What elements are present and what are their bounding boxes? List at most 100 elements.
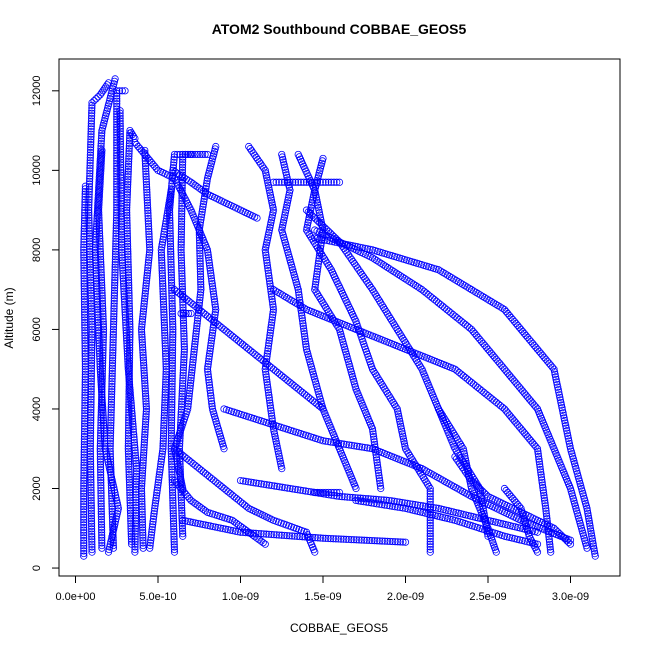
data-point (131, 532, 139, 541)
data-point (131, 446, 139, 454)
data-point (93, 212, 101, 220)
data-point (158, 259, 166, 267)
data-point (496, 402, 504, 410)
data-point (113, 149, 121, 157)
data-point (210, 290, 218, 298)
data-point (302, 487, 310, 495)
data-point (490, 353, 499, 361)
data-point (179, 364, 188, 372)
data-point (204, 360, 212, 368)
data-point (167, 419, 176, 427)
data-point (120, 298, 129, 306)
data-point (226, 526, 235, 534)
data-point (119, 264, 127, 272)
data-point (169, 328, 177, 336)
data-point (97, 466, 105, 474)
data-point (95, 331, 103, 340)
data-point (426, 519, 434, 527)
data-point (107, 408, 115, 417)
data-point (311, 548, 319, 556)
data-point (122, 331, 131, 340)
data-point (542, 509, 550, 518)
data-point (104, 458, 112, 466)
data-point (113, 206, 121, 214)
data-point (87, 499, 95, 507)
data-point (263, 352, 271, 360)
data-point (286, 378, 294, 387)
data-point (98, 292, 106, 300)
data-point (130, 431, 138, 439)
data-point (118, 251, 126, 259)
data-point (234, 496, 243, 504)
data-point (515, 383, 523, 391)
data-point (167, 268, 175, 276)
data-point (532, 403, 540, 411)
data-point (226, 489, 234, 498)
data-point (168, 460, 176, 468)
data-point (114, 504, 123, 512)
data-point (241, 342, 249, 350)
data-point (81, 206, 89, 214)
data-point (169, 320, 177, 328)
data-point (98, 299, 107, 308)
data-point (561, 416, 569, 425)
data-point (333, 239, 341, 247)
data-point (368, 536, 376, 545)
data-point (127, 394, 135, 402)
data-point (92, 267, 100, 275)
data-point (429, 471, 437, 479)
data-point (157, 458, 165, 466)
data-point (108, 476, 116, 484)
data-point (266, 280, 274, 288)
data-point (129, 417, 137, 426)
data-point (178, 210, 186, 218)
data-point (80, 531, 88, 539)
data-point (168, 310, 177, 318)
data-point (161, 398, 169, 407)
data-point (88, 343, 96, 352)
data-point (162, 355, 170, 363)
data-point (97, 494, 105, 503)
data-point (547, 548, 555, 556)
data-point (160, 228, 168, 236)
data-point (196, 221, 204, 229)
data-point (183, 455, 191, 463)
data-point (296, 532, 304, 541)
data-point (86, 154, 94, 162)
data-point (510, 377, 519, 385)
data-point (301, 332, 309, 340)
data-point (97, 518, 106, 526)
data-point (550, 368, 559, 376)
data-point (96, 458, 105, 466)
data-point (117, 202, 125, 210)
data-point (396, 503, 404, 512)
data-point (180, 332, 188, 340)
data-point (188, 363, 196, 372)
data-point (504, 309, 512, 318)
data-point (323, 236, 331, 245)
data-point (109, 341, 117, 349)
data-point (97, 139, 105, 148)
data-point (119, 272, 127, 280)
data-point (337, 535, 345, 543)
data-point (262, 243, 270, 252)
data-point (131, 535, 139, 543)
data-point (87, 377, 95, 385)
data-point (96, 365, 104, 373)
data-point (162, 373, 170, 381)
data-point (146, 544, 154, 552)
data-point (178, 261, 186, 270)
data-point (376, 482, 384, 490)
data-point (87, 372, 95, 380)
data-point (324, 488, 333, 497)
data-point (127, 535, 136, 543)
data-point (510, 496, 519, 505)
data-point (267, 218, 275, 227)
data-point (175, 289, 183, 297)
data-point (97, 142, 105, 150)
data-point (142, 170, 150, 178)
data-point (177, 246, 185, 254)
data-point (138, 497, 146, 506)
data-point (81, 195, 89, 204)
data-point (159, 432, 168, 440)
